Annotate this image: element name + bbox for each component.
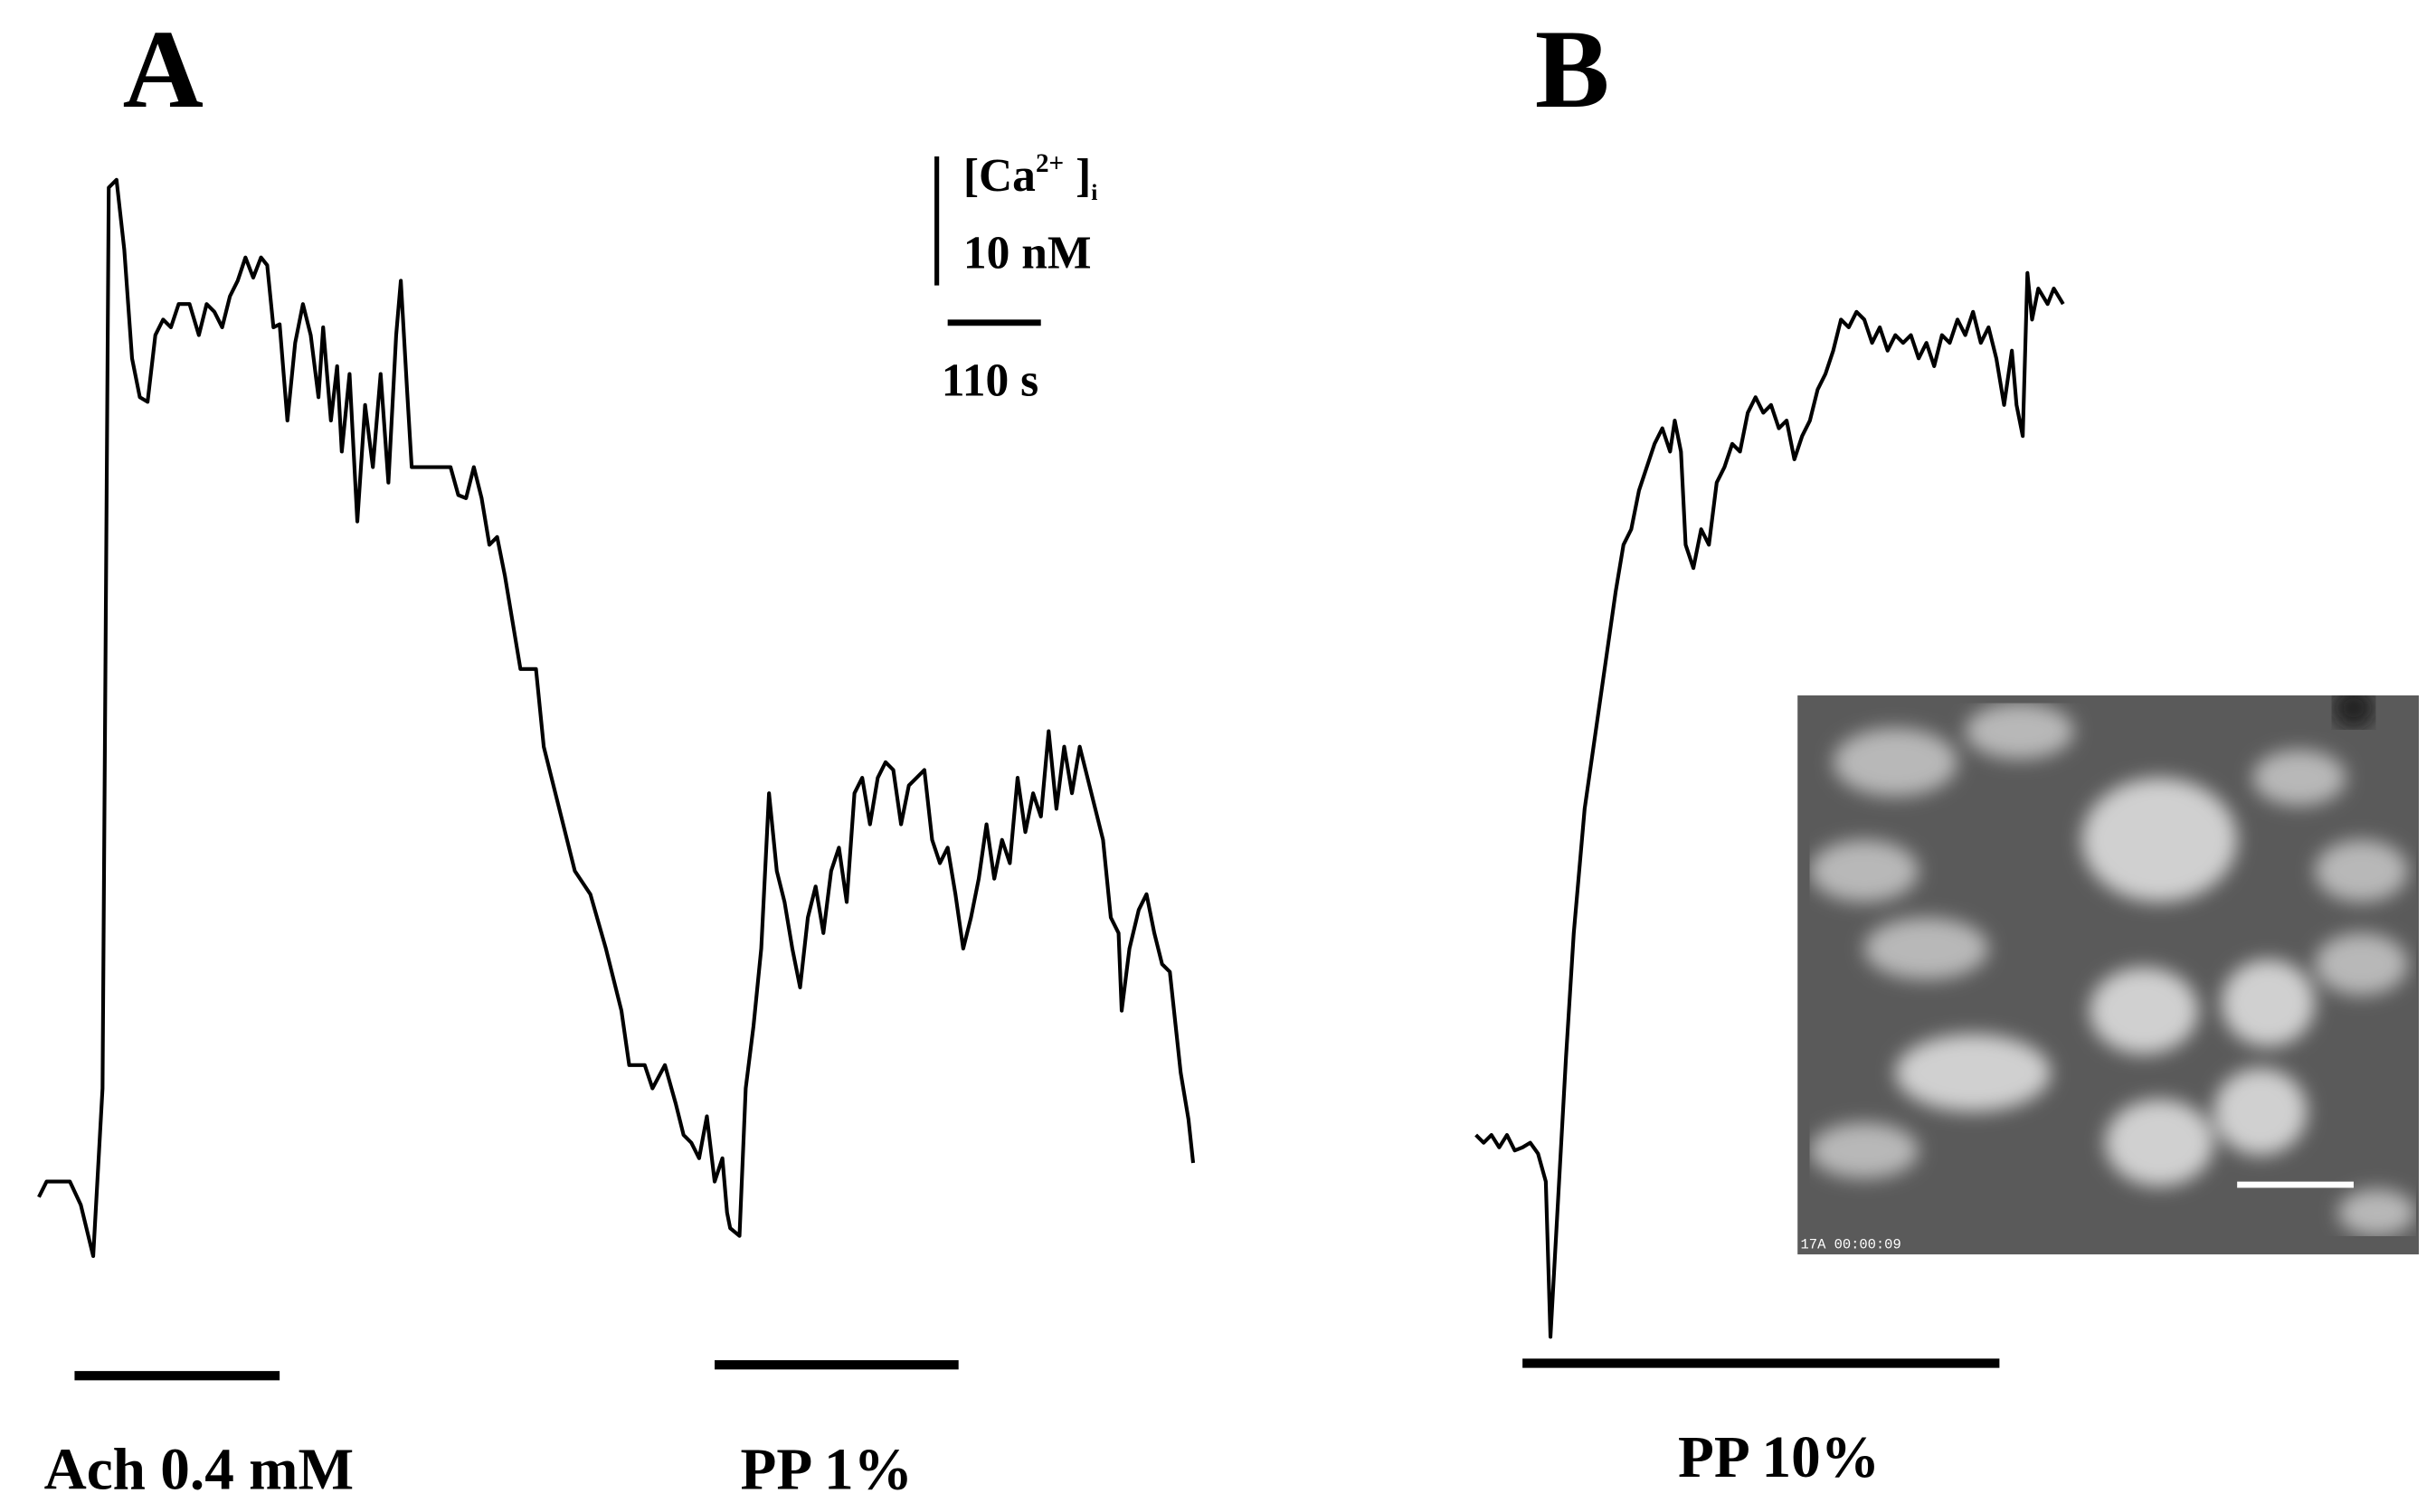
stimulus-label: PP 1% <box>741 1438 913 1503</box>
trace <box>37 177 1196 1259</box>
scale-label: [Ca2+ ]i <box>963 149 1098 205</box>
scale-label: 10 nM <box>963 228 1092 279</box>
stimulus-label: PP 10% <box>1678 1425 1880 1490</box>
scale-sub: i <box>1091 179 1097 205</box>
trace <box>1474 270 2065 1339</box>
scale-label: 110 s <box>942 355 1038 407</box>
panel-label: B <box>1535 7 1609 131</box>
scale-species: [Ca <box>963 150 1036 202</box>
inset-timestamp: 17A 00:00:09 <box>1801 1236 1901 1252</box>
scale-charge: 2+ <box>1036 149 1064 178</box>
panel-label: A <box>123 7 204 131</box>
micrograph: 17A 00:00:09 <box>1797 695 2420 1255</box>
stimulus-label: Ach 0.4 mM <box>44 1438 355 1503</box>
scale-species: ] <box>1064 150 1091 202</box>
